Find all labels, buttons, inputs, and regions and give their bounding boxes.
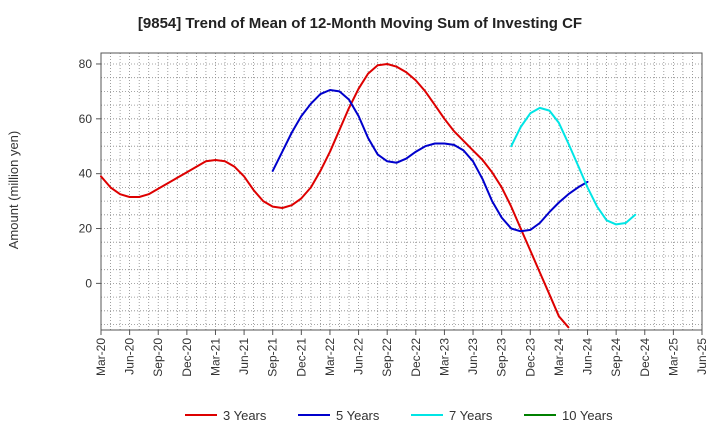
x-tick-label: Jun-22 bbox=[352, 338, 366, 375]
x-tick-label: Jun-20 bbox=[123, 338, 137, 375]
x-tick-label: Sep-23 bbox=[495, 338, 509, 377]
legend-label-3-years: 3 Years bbox=[223, 408, 267, 423]
x-tick-label: Dec-24 bbox=[638, 338, 652, 377]
x-tick-label: Dec-23 bbox=[523, 338, 537, 377]
y-tick-label: 0 bbox=[85, 276, 92, 290]
x-tick-label: Jun-25 bbox=[695, 338, 709, 375]
series-line-3-years bbox=[100, 63, 570, 329]
y-tick-label: 80 bbox=[79, 57, 93, 71]
x-tick-label: Jun-24 bbox=[581, 338, 595, 375]
x-tick-label: Sep-20 bbox=[151, 338, 165, 377]
x-tick-label: Jun-23 bbox=[466, 338, 480, 375]
legend-label-10-years: 10 Years bbox=[562, 408, 613, 423]
y-tick-label: 20 bbox=[79, 222, 93, 236]
plot-frame bbox=[100, 52, 703, 331]
legend-label-7-years: 7 Years bbox=[449, 408, 493, 423]
y-axis-label: Amount (million yen) bbox=[6, 131, 21, 250]
x-tick-label: Mar-24 bbox=[552, 338, 566, 376]
chart-title: [9854] Trend of Mean of 12-Month Moving … bbox=[138, 15, 582, 32]
x-tick-label: Mar-22 bbox=[323, 338, 337, 376]
x-tick-label: Dec-20 bbox=[180, 338, 194, 377]
y-tick-label: 60 bbox=[79, 112, 93, 126]
x-tick-label: Sep-22 bbox=[380, 338, 394, 377]
x-tick-label: Mar-25 bbox=[666, 338, 680, 376]
x-tick-label: Dec-21 bbox=[294, 338, 308, 377]
series-line-5-years bbox=[271, 89, 589, 233]
x-tick-label: Mar-20 bbox=[94, 338, 108, 376]
series-line-7-years bbox=[510, 106, 637, 226]
legend-label-5-years: 5 Years bbox=[336, 408, 380, 423]
x-tick-label: Mar-23 bbox=[437, 338, 451, 376]
y-tick-label: 40 bbox=[79, 167, 93, 181]
x-tick-label: Sep-21 bbox=[266, 338, 280, 377]
x-tick-label: Jun-21 bbox=[237, 338, 251, 375]
x-tick-label: Dec-22 bbox=[409, 338, 423, 377]
x-tick-label: Sep-24 bbox=[609, 338, 623, 377]
x-tick-label: Mar-21 bbox=[209, 338, 223, 376]
